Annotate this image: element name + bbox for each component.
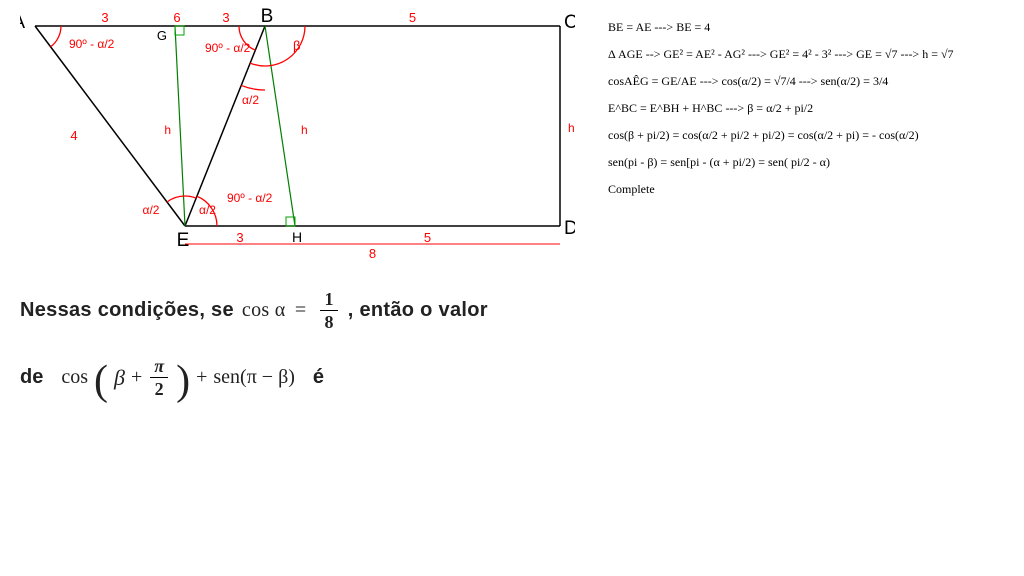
svg-text:3: 3 — [222, 10, 229, 25]
problem-line2: de cos ( β + π 2 ) + sen(π − β) é — [20, 357, 580, 398]
svg-text:5: 5 — [409, 10, 416, 25]
derivations-block: BE = AE ---> BE = 4 Δ AGE --> GE² = AE² … — [608, 20, 1008, 209]
problem-statement: Nessas condições, se cos α = 1 8 , então… — [20, 290, 580, 398]
diagram-svg: A B C D E G H 3 6 3 5 4 8 3 5 90º - α/2 90º - α/2 β α/2 h h h… — [20, 8, 575, 268]
svg-text:G: G — [157, 28, 167, 43]
right-paren-icon: ) — [176, 363, 190, 401]
svg-text:α/2: α/2 — [143, 203, 160, 217]
fraction-1-8: 1 8 — [320, 290, 337, 331]
svg-text:90º - α/2: 90º - α/2 — [69, 37, 115, 51]
problem-prefix: Nessas condições, se — [20, 299, 234, 322]
deriv-line: sen(pi - β) = sen[pi - (α + pi/2) = sen(… — [608, 155, 1008, 170]
svg-text:4: 4 — [70, 128, 77, 143]
cos-alpha-text: cos α — [242, 299, 286, 321]
svg-text:90º - α/2: 90º - α/2 — [205, 41, 251, 55]
svg-text:B: B — [261, 8, 274, 27]
frac-den: 8 — [320, 313, 337, 331]
cos-word: cos — [61, 366, 88, 389]
svg-text:β: β — [293, 38, 300, 53]
svg-text:C: C — [564, 12, 575, 33]
svg-text:α/2: α/2 — [199, 203, 216, 217]
svg-text:E: E — [177, 230, 190, 251]
deriv-line: Δ AGE --> GE² = AE² - AG² ---> GE² = 4² … — [608, 47, 1008, 62]
svg-text:90º - α/2: 90º - α/2 — [227, 191, 273, 205]
problem-suffix: , então o valor — [348, 299, 488, 322]
deriv-line: Complete — [608, 182, 1008, 197]
svg-text:h: h — [164, 123, 171, 137]
svg-text:α/2: α/2 — [242, 93, 259, 107]
svg-text:8: 8 — [369, 246, 376, 261]
deriv-line: BE = AE ---> BE = 4 — [608, 20, 1008, 35]
beta-symbol: β — [114, 365, 125, 391]
plus-sign2: + — [196, 366, 207, 389]
svg-text:H: H — [292, 229, 302, 245]
svg-text:h: h — [568, 121, 575, 135]
svg-text:D: D — [564, 218, 575, 239]
plus-sign: + — [131, 366, 142, 389]
problem-line1: Nessas condições, se cos α = 1 8 , então… — [20, 290, 580, 331]
deriv-line: cos(β + pi/2) = cos(α/2 + pi/2 + pi/2) =… — [608, 128, 1008, 143]
pi-symbol: π — [150, 357, 168, 375]
sen-expr: sen(π − β) — [213, 366, 295, 389]
geometry-diagram: A B C D E G H 3 6 3 5 4 8 3 5 90º - α/2 90º - α/2 β α/2 h h h… — [20, 8, 575, 268]
svg-text:3: 3 — [236, 230, 243, 245]
svg-text:5: 5 — [424, 230, 431, 245]
two: 2 — [151, 380, 168, 398]
cos-alpha: cos α = — [242, 299, 311, 322]
left-paren-icon: ( — [94, 363, 108, 401]
deriv-line: E^BC = E^BH + H^BC ---> β = α/2 + pi/2 — [608, 101, 1008, 116]
e-word: é — [313, 366, 324, 389]
de-word: de — [20, 366, 43, 389]
frac-num: 1 — [320, 290, 337, 308]
svg-text:6: 6 — [173, 10, 180, 25]
deriv-line: cosAÊG = GE/AE ---> cos(α/2) = √7/4 --->… — [608, 74, 1008, 89]
fraction-pi-2: π 2 — [150, 357, 168, 398]
svg-text:A: A — [20, 12, 25, 33]
svg-text:h: h — [301, 123, 308, 137]
svg-text:3: 3 — [101, 10, 108, 25]
